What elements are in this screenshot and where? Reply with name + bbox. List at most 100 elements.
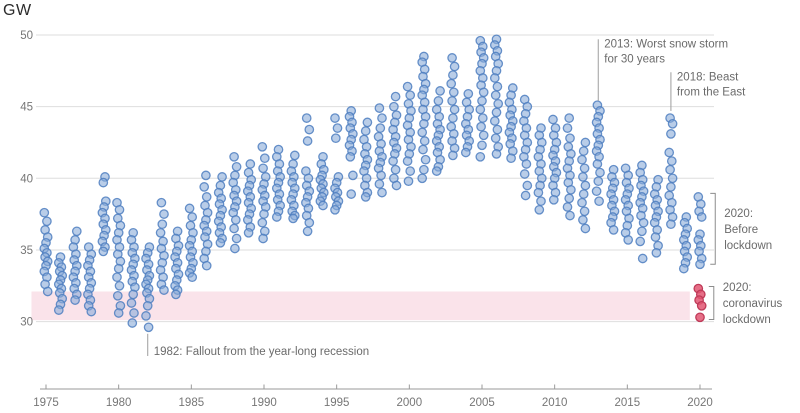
x-tick-label-1975: 1975 bbox=[33, 397, 59, 409]
x-tick-label-1985: 1985 bbox=[179, 397, 205, 409]
data-point-1995 bbox=[330, 113, 340, 123]
data-point-1993 bbox=[304, 217, 315, 228]
bracket-coronavirus-lockdown bbox=[708, 285, 715, 320]
data-point-2004 bbox=[463, 88, 474, 99]
data-point-1995 bbox=[330, 133, 341, 144]
data-point-2002 bbox=[433, 96, 444, 106]
data-point-2011 bbox=[566, 184, 576, 195]
data-point-1988 bbox=[229, 223, 239, 234]
x-tick-label-1980: 1980 bbox=[106, 397, 132, 409]
data-point-2016 bbox=[637, 253, 648, 264]
data-point-1983 bbox=[157, 219, 168, 230]
data-point-1986 bbox=[201, 260, 212, 271]
data-point-2001 bbox=[420, 154, 431, 165]
data-point-1987 bbox=[215, 237, 226, 248]
data-point-2006 bbox=[489, 116, 500, 126]
data-point-2008 bbox=[520, 190, 531, 201]
data-point-1982 bbox=[142, 300, 153, 311]
data-point-1990 bbox=[257, 217, 268, 228]
data-point-1990 bbox=[259, 209, 269, 219]
data-point-2000 bbox=[402, 156, 413, 166]
data-point-2010 bbox=[548, 194, 559, 205]
data-point-1981 bbox=[126, 298, 137, 308]
x-tick-label-2020: 2020 bbox=[687, 397, 713, 409]
y-tick-label-30: 30 bbox=[20, 317, 33, 329]
data-point-2009 bbox=[536, 196, 546, 207]
data-point-2002 bbox=[431, 166, 442, 176]
data-point-2001 bbox=[418, 144, 428, 155]
data-point-2011 bbox=[562, 202, 573, 212]
data-point-1993 bbox=[304, 124, 315, 135]
data-point-2006 bbox=[490, 90, 501, 101]
data-point-2013 bbox=[593, 176, 604, 187]
data-point-2011 bbox=[565, 210, 575, 221]
data-point-1981 bbox=[129, 308, 139, 318]
data-point-2005 bbox=[477, 113, 488, 123]
data-point-2018 bbox=[666, 156, 677, 166]
data-point-1983 bbox=[159, 209, 169, 219]
data-point-1980 bbox=[112, 290, 123, 301]
bracket-before-lockdown bbox=[710, 192, 716, 265]
data-point-1998 bbox=[374, 179, 385, 189]
data-point-2018 bbox=[665, 164, 675, 175]
data-point-2007 bbox=[506, 153, 516, 164]
data-point-2011 bbox=[564, 193, 575, 204]
data-point-2018 bbox=[667, 118, 678, 129]
data-point-1980 bbox=[113, 263, 124, 274]
y-tick-label-50: 50 bbox=[20, 30, 33, 42]
data-point-1996 bbox=[346, 189, 357, 199]
data-point-2012 bbox=[578, 146, 589, 156]
data-point-1998 bbox=[374, 103, 385, 113]
data-point-2003 bbox=[448, 87, 459, 98]
x-tick-label-2010: 2010 bbox=[542, 397, 568, 409]
data-point-1988 bbox=[231, 233, 242, 244]
data-point-1998 bbox=[377, 187, 387, 198]
data-point-2013 bbox=[591, 186, 602, 197]
data-point-1990 bbox=[259, 153, 270, 164]
data-point-1975 bbox=[42, 216, 52, 227]
data-point-1980 bbox=[114, 204, 125, 215]
data-point-2020 bbox=[695, 259, 705, 270]
data-point-1982 bbox=[141, 311, 151, 321]
data-point-1992 bbox=[288, 213, 298, 224]
data-point-2012 bbox=[577, 197, 587, 208]
data-point-1990 bbox=[258, 163, 268, 174]
data-point-1979 bbox=[98, 246, 109, 257]
data-point-1978 bbox=[86, 306, 97, 317]
data-point-2017 bbox=[651, 247, 662, 258]
data-point-1980 bbox=[113, 308, 124, 318]
data-point-2009 bbox=[534, 204, 545, 215]
data-point-2012 bbox=[577, 154, 587, 165]
bracket-coronavirus-lockdown-label: coronavirus bbox=[723, 298, 783, 310]
data-point-2000 bbox=[403, 176, 414, 187]
data-point-2002 bbox=[435, 86, 445, 96]
data-point-1979 bbox=[98, 177, 109, 188]
data-point-1983 bbox=[155, 227, 166, 238]
data-point-1980 bbox=[112, 272, 122, 283]
data-point-1998 bbox=[376, 170, 386, 181]
data-point-1981 bbox=[127, 318, 138, 328]
data-point-2016 bbox=[637, 226, 647, 237]
bracket-before-lockdown-label: 2020: bbox=[724, 208, 753, 220]
data-point-2000 bbox=[405, 166, 416, 176]
data-point-1985 bbox=[187, 212, 198, 222]
data-point-1981 bbox=[128, 289, 139, 300]
data-point-2020 bbox=[695, 312, 705, 323]
data-point-1976 bbox=[53, 305, 64, 315]
data-point-1994 bbox=[318, 200, 328, 211]
y-tick-label-45: 45 bbox=[20, 102, 33, 114]
data-point-1975 bbox=[39, 207, 50, 218]
data-point-1989 bbox=[245, 159, 256, 169]
data-point-2006 bbox=[490, 133, 501, 144]
data-point-2001 bbox=[419, 118, 429, 129]
data-point-2008 bbox=[521, 159, 532, 169]
data-point-2012 bbox=[580, 137, 591, 148]
data-point-1993 bbox=[302, 136, 313, 146]
data-point-1988 bbox=[231, 161, 242, 172]
data-point-2020 bbox=[696, 300, 707, 311]
data-point-2018 bbox=[666, 182, 676, 192]
data-point-2006 bbox=[491, 107, 502, 118]
data-point-2003 bbox=[449, 104, 460, 115]
data-point-2003 bbox=[447, 96, 457, 106]
